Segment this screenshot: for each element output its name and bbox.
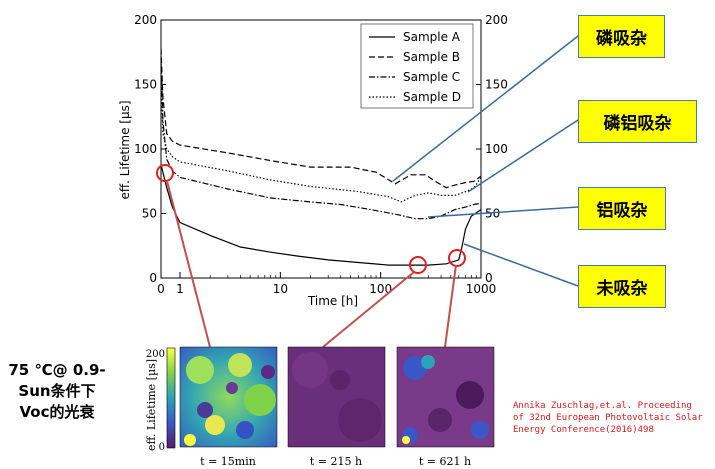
map-caption-2: t = 215 h	[310, 455, 362, 468]
colorbar-max: 200	[146, 349, 165, 360]
y-tick-label: 200	[134, 13, 157, 27]
callout-al-gettering: 铝吸杂	[578, 187, 666, 230]
x-axis-label: Time [h]	[307, 294, 358, 308]
reference-line: Energy Conference(2016)498	[513, 425, 654, 435]
reference-line: of 32nd European Photovoltaic Solar	[513, 413, 703, 423]
connector-line	[166, 180, 211, 348]
test-condition-line: Voc的光衰	[19, 403, 95, 421]
colorbar-min: 0	[159, 442, 165, 453]
x-tick-label: 100	[369, 282, 392, 296]
leader-line	[392, 35, 579, 182]
x-tick-label: 10	[273, 282, 288, 296]
x-axis: 0 1 10 100 1000	[157, 272, 496, 296]
reference-line: Annika Zuschlag,et.al. Proceeding	[513, 401, 692, 411]
callout-p-al-gettering: 磷铝吸杂	[578, 100, 697, 143]
series-line-2	[161, 48, 481, 189]
series-line-3	[161, 56, 481, 220]
y-tick-label-right: 100	[485, 142, 508, 156]
test-condition: 75 ℃@ 0.9- Sun条件下 Voc的光衰	[2, 360, 112, 423]
lifetime-map-t621h	[396, 346, 495, 448]
y-tick-label: 100	[134, 142, 157, 156]
map-ylabel: eff. Lifetime [µs]	[145, 359, 158, 451]
colorbar	[166, 347, 176, 449]
legend-label: Sample D	[403, 90, 461, 104]
leader-line	[463, 243, 579, 287]
reference-citation: Annika Zuschlag,et.al. Proceeding of 32n…	[513, 400, 713, 436]
lifetime-maps: eff. Lifetime [µs] 200 0 t = 15min	[145, 346, 495, 468]
x-tick-label: 1000	[466, 282, 497, 296]
legend: Sample A Sample B Sample C Sample D	[360, 23, 474, 109]
callout-p-gettering: 磷吸杂	[578, 15, 665, 58]
y-tick-label-right: 0	[485, 271, 493, 285]
y-tick-label-right: 50	[485, 207, 500, 221]
y-axis-label: eff. Lifetime [µs]	[118, 100, 132, 199]
callout-no-gettering: 未吸杂	[578, 265, 666, 308]
legend-label: Sample B	[403, 50, 460, 64]
marker-circle-t215	[409, 256, 427, 274]
map-caption-3: t = 621 h	[419, 455, 471, 468]
y-tick-label: 150	[134, 78, 157, 92]
legend-label: Sample A	[403, 30, 461, 44]
leader-line	[427, 206, 579, 218]
marker-circle-t0	[156, 164, 174, 182]
connector-line	[322, 271, 415, 348]
lifetime-map-t15min	[179, 346, 278, 448]
y-tick-label: 50	[142, 207, 157, 221]
x-tick-label: 0	[157, 282, 165, 296]
test-condition-line: Sun条件下	[18, 382, 96, 400]
y-tick-label-right: 200	[485, 13, 508, 27]
connector-line	[444, 264, 457, 348]
legend-label: Sample C	[403, 70, 460, 84]
y-tick-label-right: 150	[485, 78, 508, 92]
map-caption-1: t = 15min	[200, 455, 256, 468]
leader-line	[467, 119, 579, 193]
lifetime-map-t215h	[287, 346, 386, 448]
y-tick-label: 0	[149, 271, 157, 285]
test-condition-line: 75 ℃@ 0.9-	[8, 361, 106, 379]
y-axis: 0 0 50 50 100 100 150 150 200 200	[134, 13, 508, 285]
x-tick-label: 1	[176, 282, 184, 296]
marker-circle-t621	[448, 249, 466, 267]
